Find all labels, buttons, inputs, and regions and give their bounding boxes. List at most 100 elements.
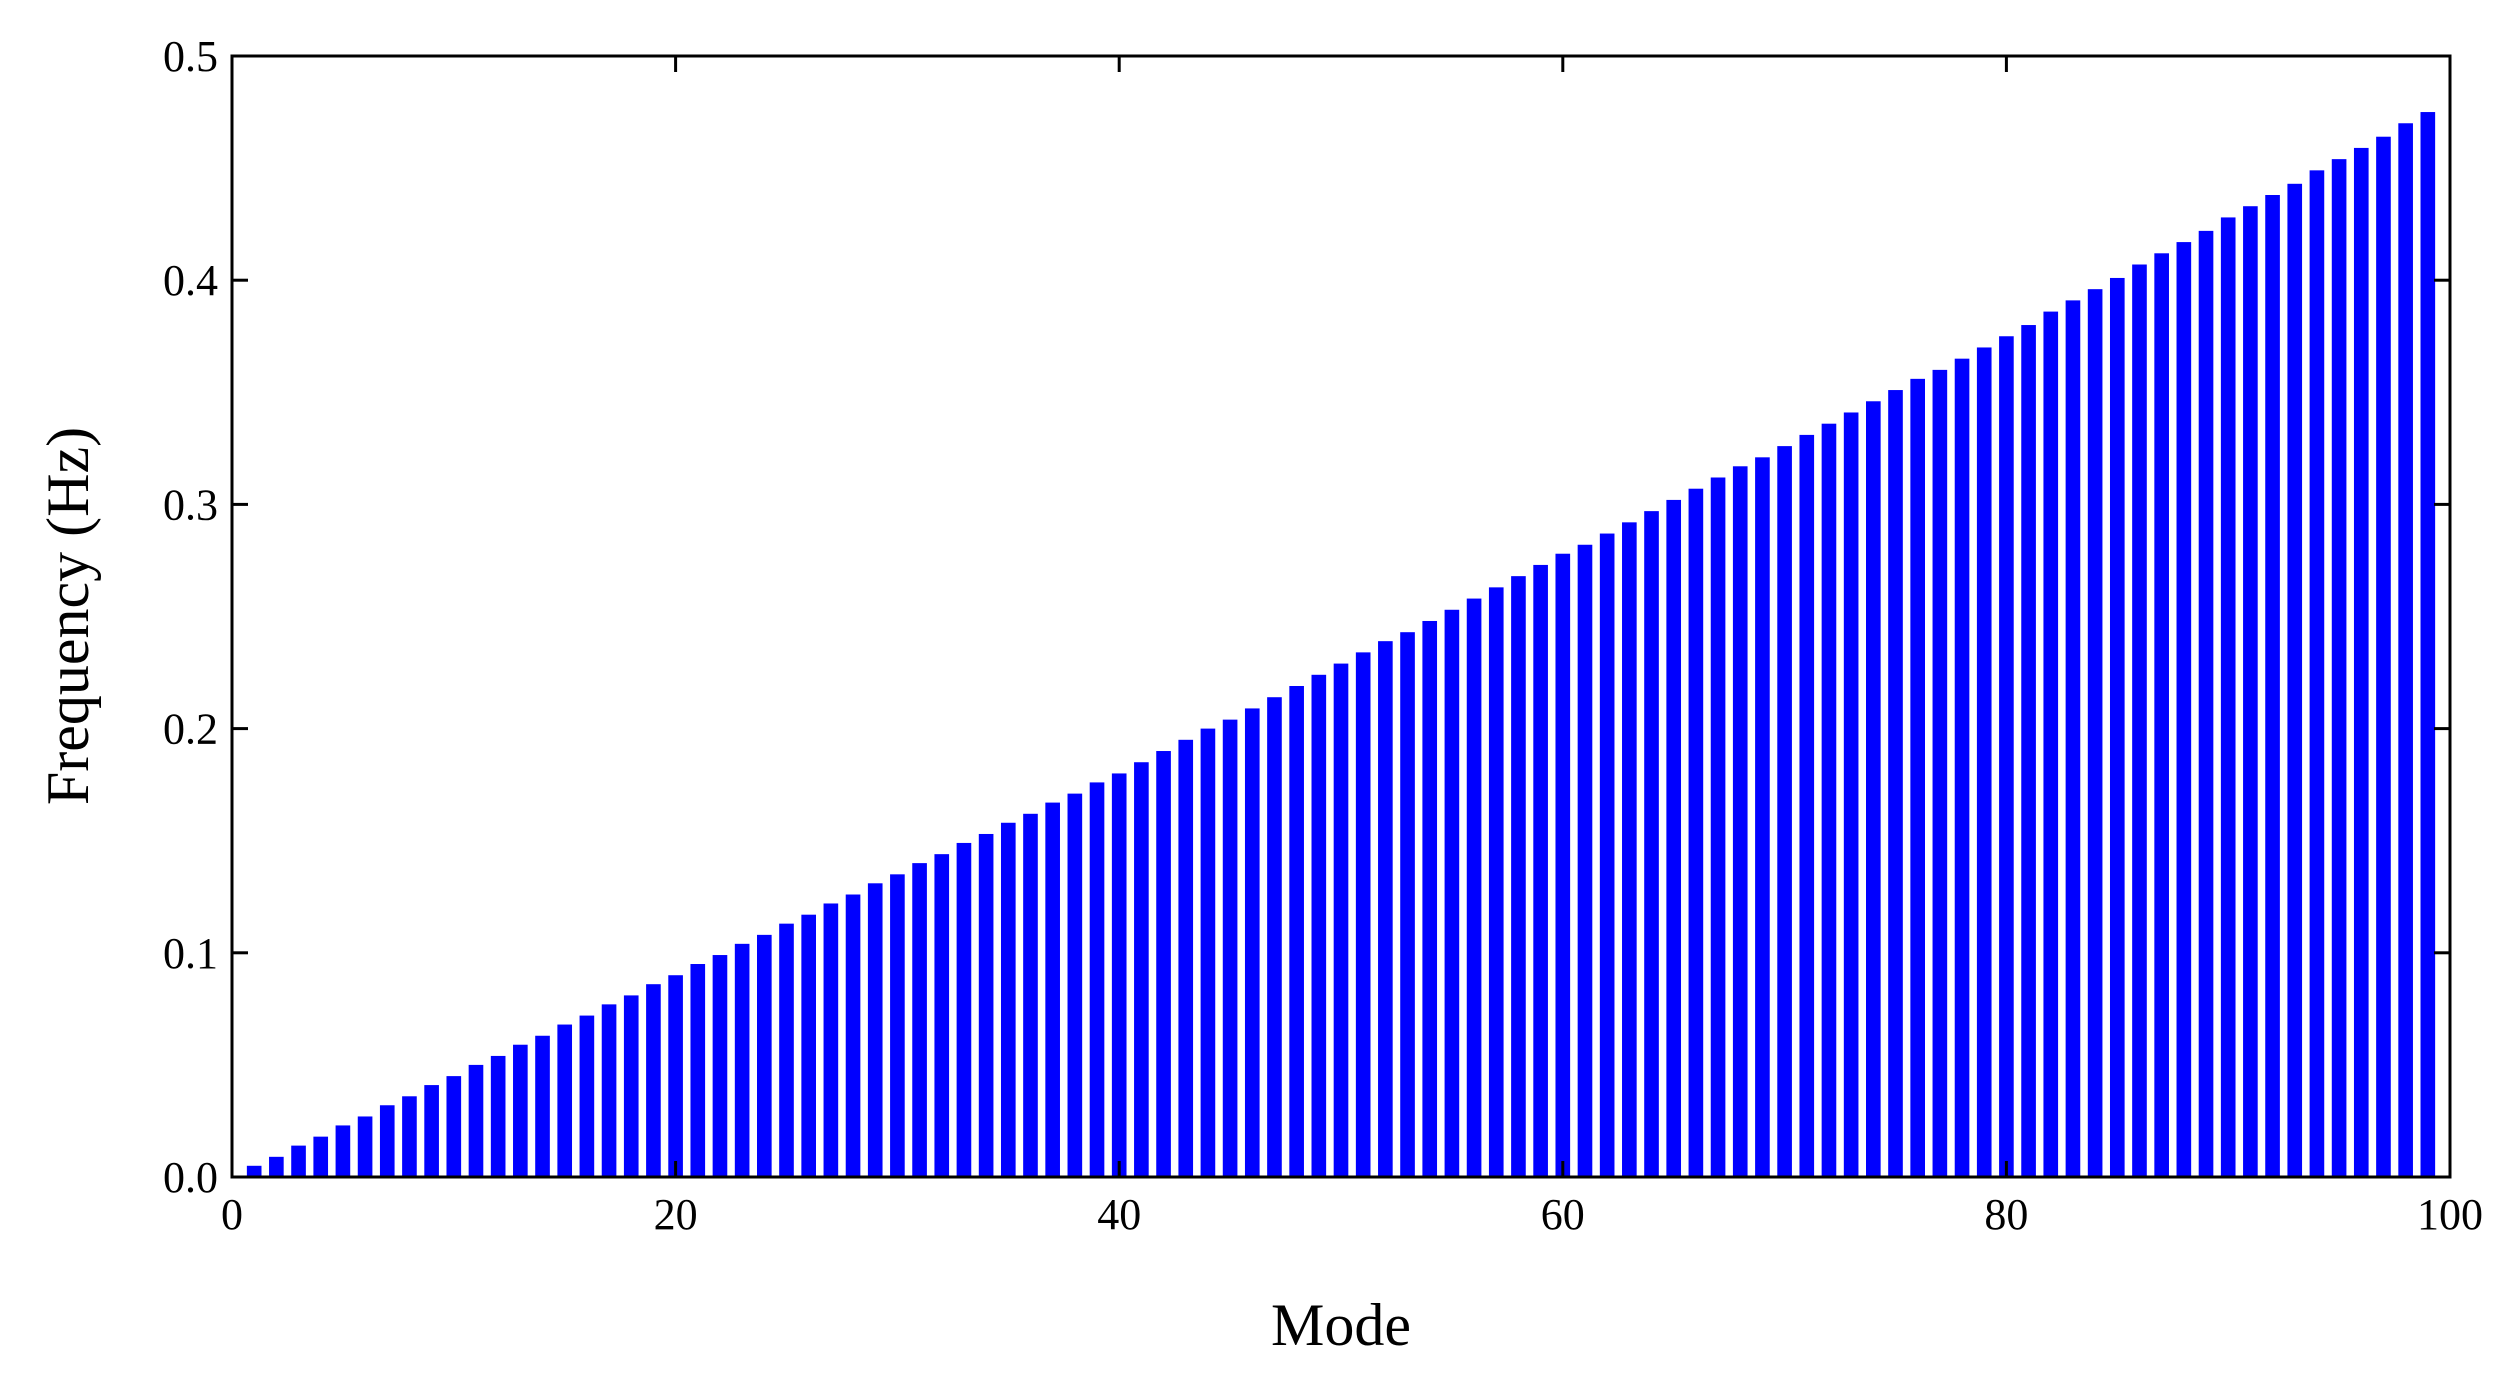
bar: [1089, 782, 1105, 1177]
bar: [1023, 813, 1038, 1177]
bar: [690, 964, 706, 1177]
bar: [2132, 264, 2147, 1178]
bar: [2287, 183, 2303, 1177]
bar: [1311, 674, 1327, 1177]
bar: [978, 833, 994, 1177]
x-tick-label: 80: [1984, 1190, 2028, 1239]
bar: [2376, 136, 2391, 1177]
bar: [890, 874, 905, 1177]
y-tick-label: 0.0: [163, 1153, 218, 1202]
bar: [1910, 378, 1925, 1177]
bar: [1466, 598, 1482, 1177]
bar: [1289, 686, 1304, 1177]
bar: [712, 955, 728, 1177]
bar: [1843, 412, 1859, 1177]
bar: [623, 995, 639, 1177]
bar: [1511, 576, 1526, 1177]
bar: [668, 975, 683, 1177]
bar: [1244, 708, 1260, 1177]
plot-frame: [230, 54, 2452, 1179]
bar: [757, 934, 772, 1177]
bar: [1067, 793, 1083, 1177]
bar: [2353, 147, 2369, 1177]
bar: [779, 923, 794, 1177]
bar: [912, 863, 927, 1177]
bar: [1976, 347, 1992, 1178]
bar: [845, 894, 861, 1177]
bar: [513, 1044, 528, 1177]
bar: [1355, 652, 1371, 1177]
x-tick-label: 60: [1541, 1190, 1585, 1239]
bar: [1999, 336, 2014, 1177]
bar: [1888, 390, 1903, 1178]
bar: [1821, 423, 1837, 1177]
bar: [801, 914, 816, 1177]
bar: [446, 1076, 462, 1177]
x-tick-label: 0: [221, 1190, 243, 1239]
bar: [335, 1125, 351, 1177]
bar: [1400, 632, 1415, 1177]
bar: [1777, 446, 1792, 1177]
bar: [1599, 533, 1615, 1177]
bar: [1488, 587, 1504, 1177]
bar: [1954, 358, 1970, 1177]
x-tick-label: 40: [1097, 1190, 1141, 1239]
bar: [734, 943, 750, 1177]
bar: [1422, 620, 1438, 1177]
bar: [1799, 434, 1815, 1177]
bar: [1622, 522, 1637, 1177]
bar: [823, 903, 839, 1177]
y-axis-label: Frequency (Hz): [35, 427, 101, 805]
bar: [2065, 300, 2081, 1177]
bar: [2109, 277, 2125, 1177]
bar: [490, 1055, 506, 1177]
bar: [1555, 553, 1571, 1177]
bar: [601, 1004, 617, 1177]
bar: [1932, 369, 1948, 1177]
bar: [313, 1136, 329, 1177]
bar: [402, 1096, 417, 1177]
bar: [269, 1156, 284, 1177]
bar: [934, 854, 950, 1177]
bar: [1111, 773, 1127, 1177]
bar: [1333, 663, 1349, 1177]
bar: [2398, 123, 2413, 1177]
bar: [1178, 739, 1194, 1177]
bar: [2087, 289, 2103, 1178]
bar: [1156, 751, 1171, 1177]
bar: [535, 1035, 550, 1177]
bar: [2021, 325, 2036, 1177]
bar: [1688, 488, 1704, 1177]
y-tick-label: 0.2: [163, 705, 218, 754]
bar: [1444, 609, 1460, 1177]
bar: [1755, 457, 1770, 1177]
bar: [1666, 499, 1682, 1177]
bar: [557, 1024, 573, 1177]
bar: [1222, 719, 1238, 1177]
bar: [1866, 401, 1881, 1177]
bar: [2265, 195, 2280, 1177]
bar: [956, 842, 972, 1177]
bar: [2198, 230, 2214, 1178]
bar: [424, 1085, 439, 1177]
y-tick-label: 0.3: [163, 480, 218, 529]
bar: [1577, 544, 1593, 1177]
bar: [1134, 762, 1149, 1177]
bar: [291, 1145, 306, 1177]
bar: [2154, 253, 2169, 1177]
bar: [468, 1064, 484, 1177]
bar: [2309, 170, 2325, 1178]
bar: [2220, 217, 2236, 1177]
bar: [2176, 242, 2192, 1177]
bar: [867, 883, 883, 1177]
bar: [246, 1165, 262, 1177]
bar: [1644, 511, 1659, 1178]
bar: [1710, 477, 1726, 1178]
y-tick-label: 0.4: [163, 256, 218, 305]
bar: [2420, 112, 2436, 1177]
x-tick-label: 100: [2417, 1190, 2483, 1239]
bar: [1378, 641, 1393, 1177]
bar: [357, 1116, 373, 1177]
bar: [1000, 822, 1016, 1177]
